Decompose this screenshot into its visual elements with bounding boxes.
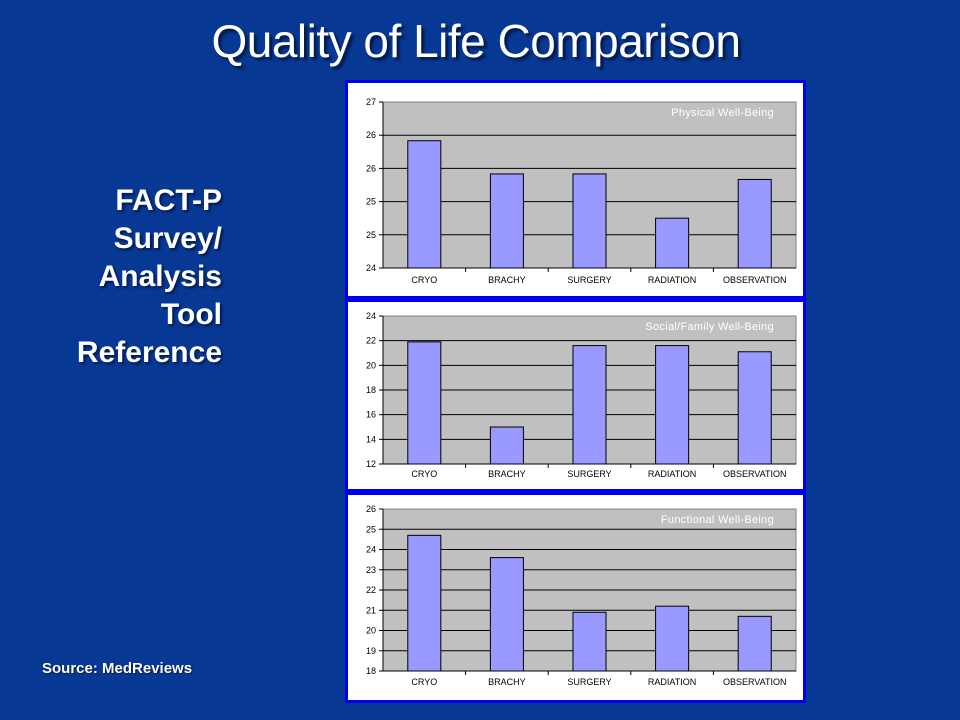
y-tick-label: 25 <box>366 230 376 240</box>
y-tick-label: 25 <box>366 524 376 534</box>
x-tick-label: OBSERVATION <box>723 275 787 285</box>
side-text-line: Reference <box>76 336 222 369</box>
y-tick-label: 22 <box>366 336 376 346</box>
chart-panel-social: 12 14 16 18 20 22 24 CRYO BRACHY SURGERY RADIATION… <box>345 299 806 492</box>
side-text-line: Analysis <box>98 260 222 293</box>
chart-title: Functional Well-Being <box>661 514 774 526</box>
y-tick-label: 16 <box>366 410 376 420</box>
y-tick-label: 24 <box>366 311 376 321</box>
x-tick-label: CRYO <box>411 275 437 285</box>
bar-observation <box>737 351 772 465</box>
chart-title: Social/Family Well-Being <box>645 321 774 333</box>
y-tick-label: 27 <box>366 97 376 107</box>
chart-panel-physical: 24 25 25 26 26 27 CRYO BRACHY SURGERY RADIATION OB… <box>345 80 806 299</box>
chart-physical: 24 25 25 26 26 27 CRYO BRACHY SURGERY RADIATION OB… <box>366 97 797 285</box>
bar-surgery <box>572 611 607 672</box>
x-tick-label: SURGERY <box>567 469 611 479</box>
bar-observation <box>737 615 772 672</box>
y-tick-label: 24 <box>366 263 376 273</box>
slide-title: Quality of Life Comparison <box>211 15 741 67</box>
y-tick-label: 19 <box>366 646 376 656</box>
bar-cryo <box>407 140 442 269</box>
y-tick-label: 12 <box>366 459 376 469</box>
y-tick-label: 26 <box>366 504 376 514</box>
x-tick-label: SURGERY <box>567 275 611 285</box>
x-tick-label: BRACHY <box>488 275 526 285</box>
y-tick-label: 21 <box>366 605 376 615</box>
x-tick-label: RADIATION <box>648 275 696 285</box>
chart-functional: 18 19 20 21 22 23 24 25 26 CRYO BRACHY SURGERY RADIA… <box>366 504 797 687</box>
bar-cryo <box>407 534 442 672</box>
y-tick-label: 24 <box>366 545 376 555</box>
bar-brachy <box>489 426 524 465</box>
x-tick-label: CRYO <box>411 677 437 687</box>
bar-cryo <box>407 341 442 465</box>
side-text: FACT-P Survey/ Analysis Tool Reference <box>20 182 222 372</box>
bar-surgery <box>572 173 607 269</box>
side-text-line: Survey/ <box>113 222 222 255</box>
y-tick-label: 18 <box>366 666 376 676</box>
y-tick-label: 23 <box>366 565 376 575</box>
x-tick-label: SURGERY <box>567 677 611 687</box>
bar-radiation <box>655 217 690 269</box>
chart-social: 12 14 16 18 20 22 24 CRYO BRACHY SURGERY RADIATION… <box>366 311 797 479</box>
x-tick-label: BRACHY <box>488 677 526 687</box>
x-tick-label: OBSERVATION <box>723 677 787 687</box>
x-tick-label: RADIATION <box>648 469 696 479</box>
chart-title: Physical Well-Being <box>671 107 774 119</box>
bar-surgery <box>572 345 607 465</box>
y-tick-label: 20 <box>366 626 376 636</box>
bar-brachy <box>489 173 524 269</box>
side-text-line: Tool <box>160 298 222 331</box>
y-tick-label: 18 <box>366 385 376 395</box>
y-tick-label: 25 <box>366 197 376 207</box>
x-tick-label: BRACHY <box>488 469 526 479</box>
bar-radiation <box>655 605 690 672</box>
y-tick-label: 14 <box>366 434 376 444</box>
bar-radiation <box>655 345 690 465</box>
bar-observation <box>737 178 772 269</box>
bar-brachy <box>489 557 524 672</box>
y-tick-label: 20 <box>366 360 376 370</box>
y-tick-label: 26 <box>366 163 376 173</box>
chart-panel-functional: 18 19 20 21 22 23 24 25 26 CRYO BRACHY SURGERY RADIA… <box>345 492 806 703</box>
y-tick-label: 26 <box>366 130 376 140</box>
x-tick-label: CRYO <box>411 469 437 479</box>
x-tick-label: RADIATION <box>648 677 696 687</box>
x-tick-label: OBSERVATION <box>723 469 787 479</box>
side-text-line: FACT-P <box>115 184 222 217</box>
y-tick-label: 22 <box>366 585 376 595</box>
source-note: Source: MedReviews <box>42 660 193 677</box>
